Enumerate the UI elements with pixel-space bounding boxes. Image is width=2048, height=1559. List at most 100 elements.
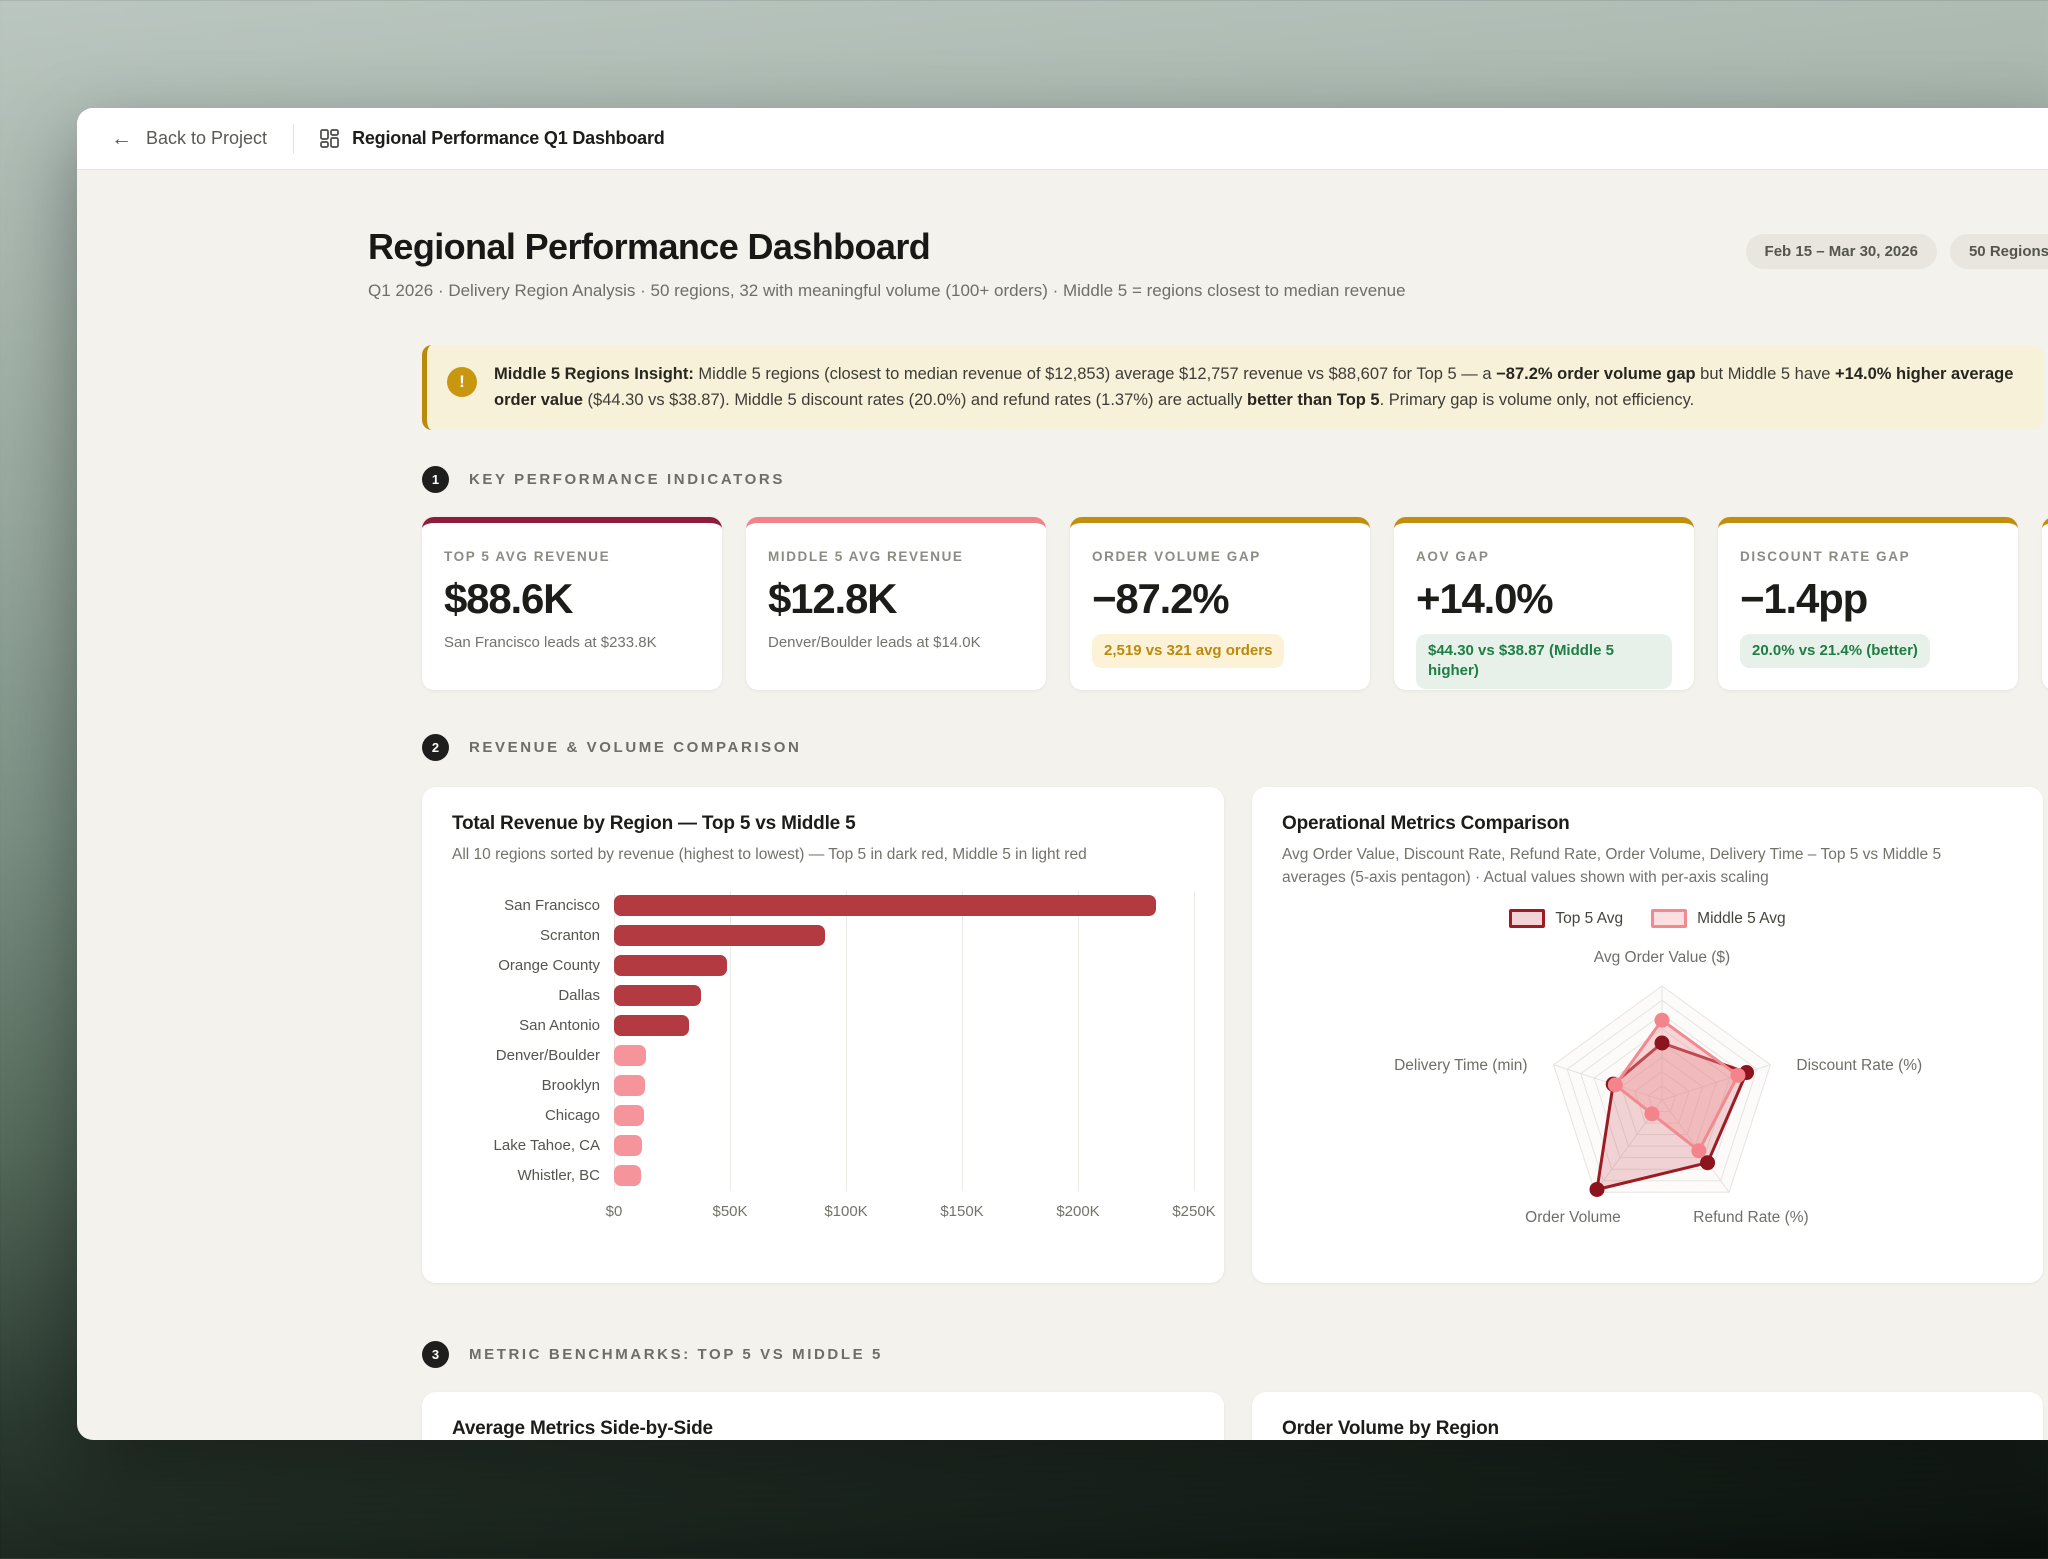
x-axis-tick-label: $250K [1172,1202,1216,1220]
dashboard-page: Regional Performance Dashboard Q1 2026 ·… [77,170,2048,1440]
radar-point [1589,1182,1605,1198]
kpi-label: DISCOUNT RATE GAP [1740,549,1911,565]
radar-axis-label: Avg Order Value ($) [1594,949,1730,966]
bar-chart-row: Lake Tahoe, CA [452,1131,1194,1161]
revenue-bar-chart-card: Total Revenue by Region — Top 5 vs Middl… [422,787,1224,1284]
insight-segment: . Primary gap is volume only, not effici… [1379,390,1695,409]
kpi-card: ORDER VOLUME GAP −87.2% 2,519 vs 321 avg o… [1070,517,1370,691]
section-header-kpi: 1 KEY PERFORMANCE INDICATORS [422,466,2043,494]
bar-middle5 [614,1135,643,1157]
bar-track [614,951,1194,981]
bar-category-label: Denver/Boulder [495,1047,600,1065]
chart-title: Order Volume by Region [1282,1418,1499,1440]
kpi-card: DISCOUNT RATE GAP −1.4pp 20.0% vs 21.4% (b… [1718,517,2018,691]
order-volume-card: Order Volume by Region All 10 regions so… [1252,1392,2043,1440]
dashboard-grid-icon [320,129,339,148]
bar-chart-row: San Francisco [452,891,1194,921]
radar-point [1654,1035,1670,1051]
bar-middle5 [614,1045,647,1067]
gridline [614,890,615,1191]
section-number-badge: 1 [422,466,449,494]
bar-middle5 [614,1075,645,1097]
radar-point [1644,1106,1660,1122]
revenue-bar-chart: San Francisco Scranton Orange County Dallas… [452,890,1216,1225]
legend-label: Top 5 Avg [1555,909,1624,927]
chart-title: Average Metrics Side-by-Side [452,1418,713,1440]
radar-chart: Avg Order Value ($) Discount Rate (%) Refu… [1282,928,2013,1257]
radar-point [1691,1143,1707,1159]
kpi-card-row: TOP 5 AVG REVENUE $88.6K San Francisco lea… [422,517,2048,691]
insight-segment: but Middle 5 have [1695,365,1836,383]
page-header: Regional Performance Dashboard Q1 2026 ·… [368,226,2048,301]
radar-legend: Top 5 Avg Middle 5 Avg [1282,909,2013,929]
radar-axis-label: Refund Rate (%) [1693,1209,1808,1226]
kpi-label: MIDDLE 5 AVG REVENUE [768,549,964,565]
bar-middle5 [614,1165,641,1187]
bar-top5 [614,1015,690,1037]
bar-track [614,921,1194,951]
insight-text: Middle 5 Regions Insight: Middle 5 regio… [494,362,2017,413]
bar-chart-row: Orange County [452,951,1194,981]
section-label: KEY PERFORMANCE INDICATORS [469,471,785,489]
header-badge: Feb 15 – Mar 30, 2026 [1745,234,1937,269]
radar-chart-card: Operational Metrics Comparison Avg Order… [1252,787,2043,1284]
kpi-value: $12.8K [768,575,897,623]
bar-category-label: San Francisco [504,897,600,915]
bar-track [614,1161,1194,1191]
bar-chart-gridlines [614,890,1195,1191]
insight-segment: −87.2% order volume gap [1496,365,1696,383]
bar-category-label: Chicago [544,1107,600,1125]
bar-top5 [614,955,727,977]
kpi-card: TOP 5 AVG REVENUE $88.6K San Francisco lea… [422,517,722,691]
radar-axis-label: Discount Rate (%) [1796,1057,1922,1074]
bar-track [614,981,1194,1011]
page-title: Regional Performance Dashboard [368,226,931,267]
legend-swatch [1651,909,1688,929]
document-title: Regional Performance Q1 Dashboard [352,128,665,148]
header-badge: 50 Regions [1949,234,2048,269]
kpi-value: +14.0% [1416,575,1554,623]
header-badges: Feb 15 – Mar 30, 2026 50 Regions [1745,234,2048,269]
legend-item: Top 5 Avg [1509,909,1624,929]
kpi-comparison-badge: 20.0% vs 21.4% (better) [1740,634,1930,669]
radar-point [1654,1012,1670,1028]
kpi-value: $88.6K [444,575,573,623]
radar-point [1700,1155,1716,1171]
bar-chart-row: San Antonio [452,1011,1194,1041]
legend-label: Middle 5 Avg [1697,909,1786,927]
bar-category-label: Scranton [539,927,600,945]
kpi-label: ORDER VOLUME GAP [1092,549,1261,565]
insight-segment: ($44.30 vs $38.87). Middle 5 discount ra… [582,390,1247,409]
gridline [846,890,847,1191]
bar-category-label: Whistler, BC [517,1167,600,1185]
app-window: ← Back to Project Regional Performance Q… [77,108,2048,1440]
bar-chart-x-axis: $0 $50K $100K $150K $200K $250K [606,1199,1216,1225]
bar-track [614,1131,1194,1161]
gridline [962,890,963,1191]
section-label: METRIC BENCHMARKS: TOP 5 VS MIDDLE 5 [469,1346,883,1364]
insight-segment: Middle 5 regions (closest to median reve… [698,365,1497,383]
radar-svg: Avg Order Value ($) Discount Rate (%) Refu… [1394,949,1922,1226]
kpi-card: AOV GAP +14.0% $44.30 vs $38.87 (Middle 5 … [1394,517,1694,691]
section-header-benchmarks: 3 METRIC BENCHMARKS: TOP 5 VS MIDDLE 5 [422,1341,2043,1369]
section-label: REVENUE & VOLUME COMPARISON [469,739,802,757]
bar-track [614,1011,1194,1041]
alert-icon: ! [447,367,477,397]
chart-title: Operational Metrics Comparison [1282,813,1570,835]
gridline [1194,890,1195,1191]
kpi-comparison-badge: $44.30 vs $38.87 (Middle 5 higher) [1416,634,1672,689]
kpi-card: MIDDLE 5 AVG REVENUE $12.8K Denver/Boulder… [746,517,1046,691]
bar-track [614,1101,1194,1131]
back-to-project-button[interactable]: ← Back to Project [111,128,267,149]
x-axis-tick-label: $200K [1056,1202,1100,1220]
bar-middle5 [614,1105,644,1127]
kpi-subtext: San Francisco leads at $233.8K [444,634,657,652]
section-number-badge: 2 [422,734,449,762]
bar-category-label: Dallas [558,987,600,1005]
section-header-revenue: 2 REVENUE & VOLUME COMPARISON [422,734,2043,762]
kpi-comparison-badge: 2,519 vs 321 avg orders [1092,634,1285,669]
document-chip: Regional Performance Q1 Dashboard [320,128,665,149]
bar-category-label: Lake Tahoe, CA [493,1137,600,1155]
kpi-value: −87.2% [1092,575,1230,623]
insight-callout: ! Middle 5 Regions Insight: Middle 5 reg… [422,345,2043,431]
